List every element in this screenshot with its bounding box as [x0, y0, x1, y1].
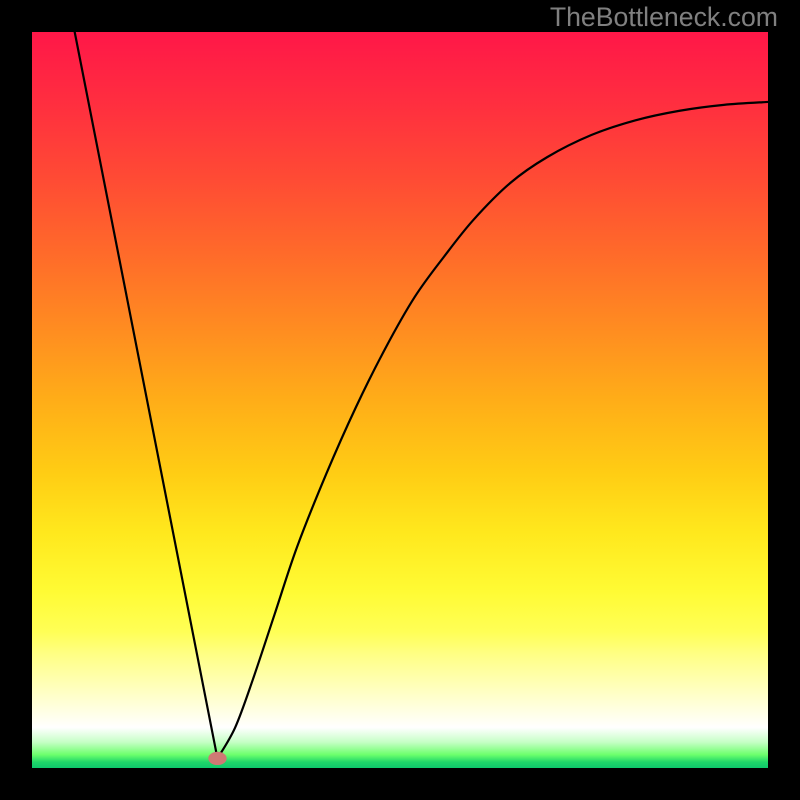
watermark-text: TheBottleneck.com	[550, 2, 778, 33]
gradient-background	[32, 32, 768, 768]
minimum-marker	[208, 752, 226, 765]
plot-area	[32, 32, 768, 768]
chart-svg	[32, 32, 768, 768]
chart-frame	[32, 32, 768, 768]
